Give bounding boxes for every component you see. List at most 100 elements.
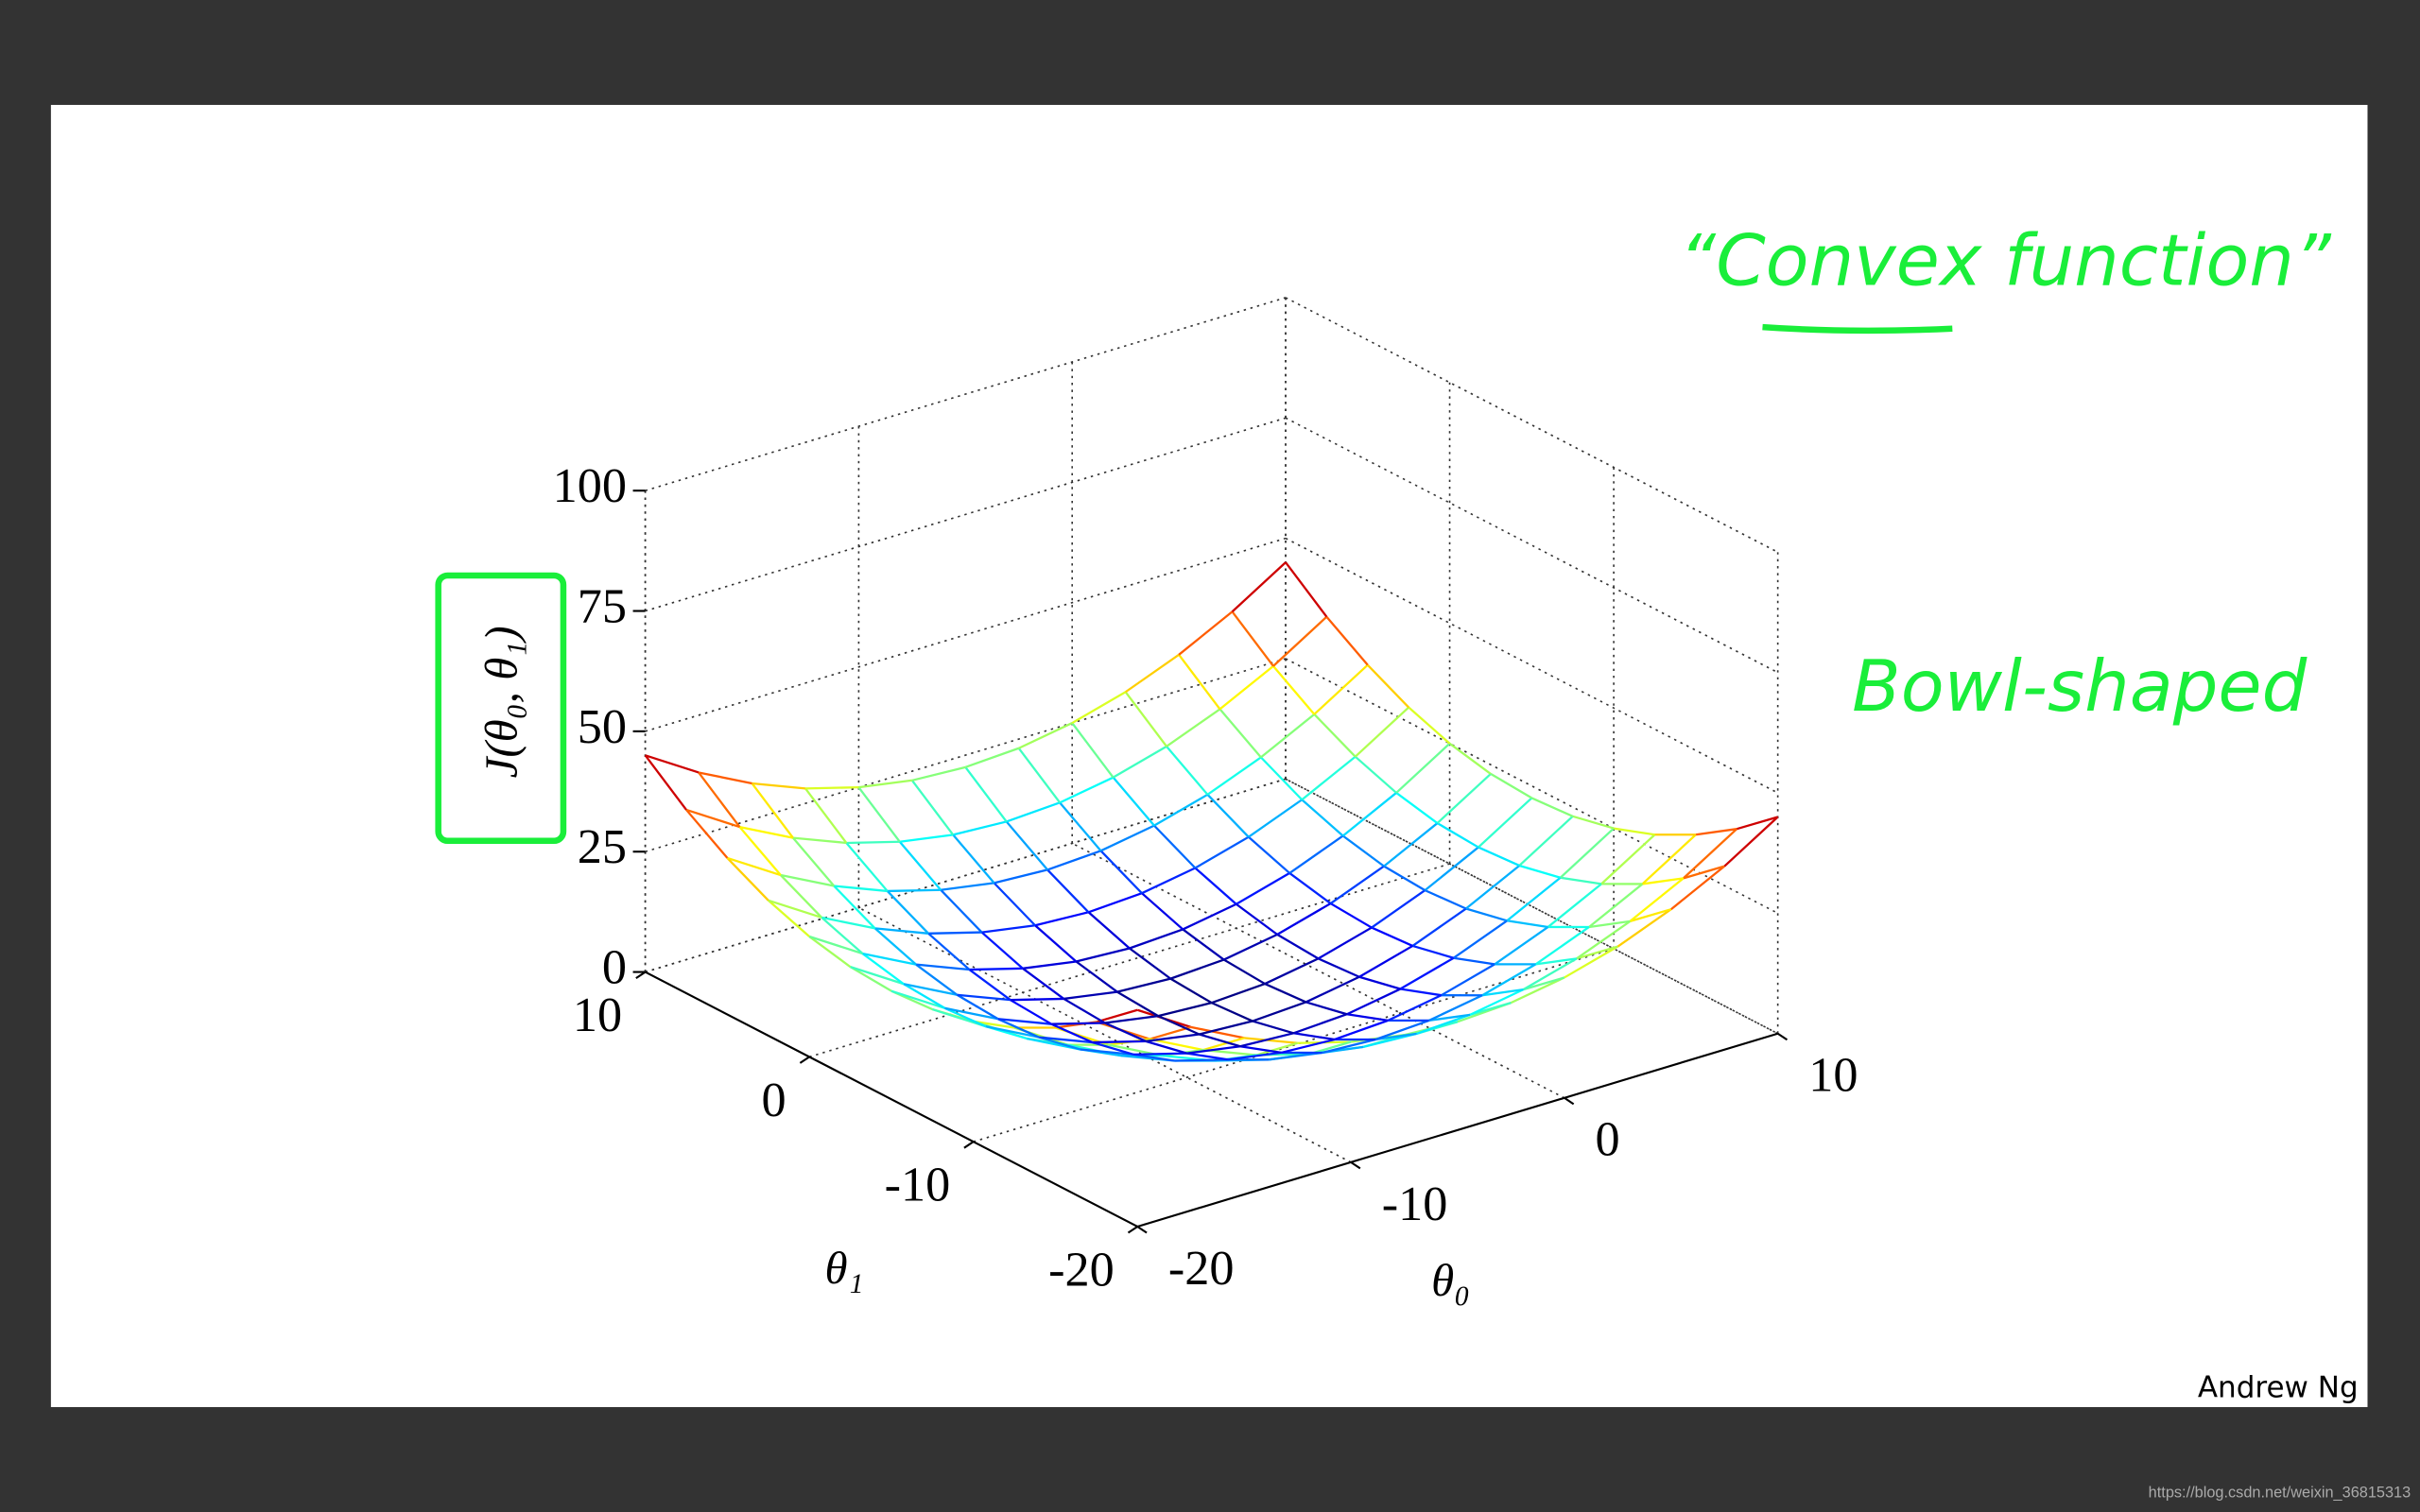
mesh-segment <box>1169 977 1213 1005</box>
mesh-segment <box>1481 988 1524 997</box>
underline <box>1762 323 1953 335</box>
mesh-segment <box>858 779 913 789</box>
mesh-segment <box>1116 977 1171 993</box>
mesh-segment <box>1469 988 1524 1016</box>
mesh-segment <box>927 932 971 971</box>
x-tick-label: -20 <box>1168 1241 1235 1296</box>
mesh-segment <box>1490 772 1532 799</box>
mesh-segment <box>1358 944 1413 978</box>
mesh-segment <box>1206 794 1250 838</box>
mesh-segment <box>849 966 892 992</box>
mesh-segment <box>1535 957 1578 966</box>
mesh-segment <box>1022 960 1077 970</box>
mesh-segment <box>1276 902 1332 936</box>
mesh-segment <box>808 935 863 955</box>
grid-line <box>1285 537 1779 794</box>
mesh-segment <box>1523 976 1565 991</box>
tick-mark <box>1350 1160 1361 1170</box>
mesh-segment <box>738 826 782 876</box>
mesh-segment <box>1305 975 1360 1004</box>
mesh-segment <box>1325 615 1369 666</box>
mesh-segment <box>1375 1032 1417 1041</box>
mesh-segment <box>1600 833 1656 885</box>
mesh-segment <box>1506 876 1562 922</box>
mesh-segment <box>1272 615 1328 667</box>
mesh-segment <box>1559 827 1615 879</box>
mesh-segment <box>1112 776 1155 827</box>
mesh-segment <box>1395 792 1439 824</box>
mesh-segment <box>1223 958 1266 986</box>
mesh-segment <box>1371 889 1426 929</box>
mesh-segment <box>1629 877 1685 922</box>
mesh-segment <box>1092 1040 1134 1056</box>
mesh-segment <box>1166 708 1221 747</box>
mesh-segment <box>1104 1022 1147 1042</box>
mesh-segment <box>1231 610 1274 667</box>
mesh-segment <box>1141 892 1184 931</box>
mesh-segment <box>1317 926 1373 960</box>
mesh-segment <box>1071 722 1115 779</box>
mesh-segment <box>964 747 1020 768</box>
x-axis-label: θ₀ <box>1431 1254 1470 1306</box>
grid-line <box>645 297 1287 491</box>
mesh-segment <box>940 888 983 934</box>
mesh-segment <box>821 916 875 930</box>
mesh-segment <box>1174 1058 1228 1062</box>
mesh-segment <box>1288 872 1332 904</box>
mesh-segment <box>1046 850 1101 871</box>
annotation: “Convex function” <box>1679 218 2332 301</box>
mesh-segment <box>1124 653 1180 694</box>
mesh-segment <box>910 780 955 836</box>
mesh-segment <box>873 927 917 966</box>
mesh-segment <box>1006 801 1061 823</box>
y-tick-label: -10 <box>885 1158 951 1212</box>
mesh-segment <box>804 787 848 844</box>
mesh-segment <box>739 825 794 839</box>
mesh-segment <box>1371 926 1413 947</box>
mesh-segment <box>1264 983 1306 1004</box>
tick-mark <box>1136 1226 1148 1234</box>
z-tick-label: 25 <box>578 819 627 874</box>
mesh-segment <box>1478 846 1520 868</box>
watermark: https://blog.csdn.net/weixin_36815313 <box>2149 1485 2411 1502</box>
mesh-segment <box>1494 926 1549 966</box>
mesh-segment <box>973 1020 1015 1029</box>
mesh-segment <box>952 833 995 885</box>
mesh-segment <box>1186 1045 1241 1055</box>
mesh-segment <box>1436 822 1479 849</box>
mesh-segment <box>1017 747 1062 804</box>
mesh-segment <box>969 967 1023 971</box>
mesh-segment <box>1374 1019 1430 1041</box>
mesh-segment <box>985 1025 1040 1039</box>
mesh-segment <box>1400 988 1442 997</box>
mesh-segment <box>1276 933 1320 960</box>
mesh-segment <box>1341 834 1385 868</box>
mesh-segment <box>1129 928 1184 950</box>
x-tick-label: -10 <box>1382 1177 1448 1231</box>
mesh-segment <box>804 786 859 790</box>
y-tick-label: -20 <box>1048 1243 1115 1297</box>
x-tick-label: 0 <box>1596 1112 1620 1167</box>
mesh-segment <box>1453 919 1508 959</box>
mesh-segment <box>1219 708 1262 759</box>
mesh-segment <box>1178 610 1234 656</box>
mesh-segment <box>1588 919 1631 929</box>
mesh-segment <box>834 885 888 893</box>
mesh-segment <box>1244 1037 1298 1044</box>
mesh-segment <box>1051 1022 1105 1025</box>
mesh-segment <box>1141 867 1196 895</box>
mesh-segment <box>1248 799 1303 838</box>
mesh-segment <box>1260 713 1316 759</box>
mesh-segment <box>957 993 1011 1002</box>
mesh-segment <box>645 754 700 774</box>
mesh-segment <box>1358 975 1401 990</box>
mesh-segment <box>780 874 823 919</box>
mesh-segment <box>685 808 740 829</box>
mesh-segment <box>1194 835 1250 869</box>
mesh-segment <box>1157 1015 1201 1036</box>
mesh-segment <box>1239 1045 1282 1055</box>
grid-line <box>1285 658 1779 915</box>
mesh-segment <box>1076 947 1131 963</box>
mesh-segment <box>1354 755 1397 794</box>
mesh-segment <box>850 966 905 986</box>
